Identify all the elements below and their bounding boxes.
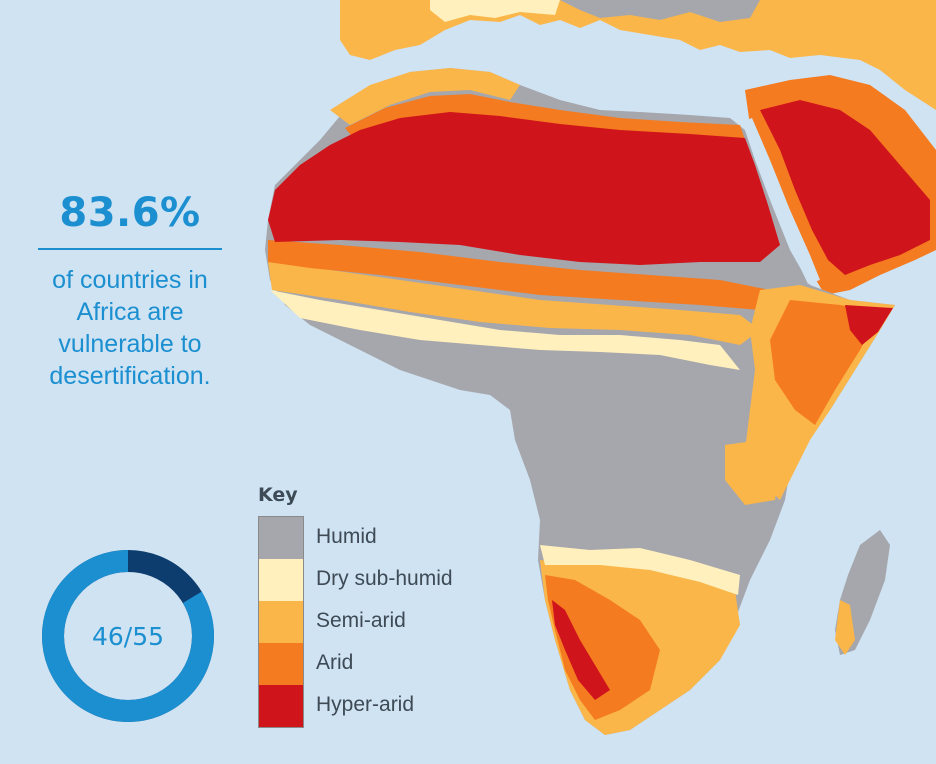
namib-hyperarid <box>552 600 610 700</box>
legend-label-arid: Arid <box>316 651 354 674</box>
sahel-dry <box>270 290 740 370</box>
legend-swatch-dry-sub-humid <box>259 559 303 601</box>
arabia-hyperarid <box>760 100 930 275</box>
percent-value: 83.6% <box>59 190 201 236</box>
legend-label-hyper-arid: Hyper-arid <box>316 693 415 716</box>
europe-land <box>340 0 936 110</box>
statistic-block: 83.6% of countries in Africa are vulnera… <box>30 190 230 392</box>
legend-swatch-hyper-arid <box>259 685 303 727</box>
desc-line-4: desertification. <box>49 362 211 390</box>
legend-swatch-semi-arid <box>259 601 303 643</box>
sahel-semiarid <box>268 262 760 345</box>
legend-label-dry-sub-humid: Dry sub-humid <box>316 567 453 590</box>
sahara-hyperarid <box>268 112 780 265</box>
south-arid <box>545 575 660 720</box>
statistic-description: of countries in Africa are vulnerable to… <box>30 264 230 392</box>
legend-swatch-arid <box>259 643 303 685</box>
east-semiarid <box>725 440 780 505</box>
donut-chart <box>42 550 214 722</box>
legend-swatches <box>258 516 304 728</box>
red-sea <box>742 118 820 284</box>
south-dry <box>540 545 740 595</box>
legend-title: Key <box>258 484 298 506</box>
europe-humid <box>560 0 760 22</box>
maghreb-semiarid <box>330 68 520 125</box>
desc-line-2: Africa are <box>76 298 184 326</box>
mediterranean <box>395 40 745 105</box>
madagascar-dry <box>835 600 855 655</box>
maghreb-arid <box>345 94 745 140</box>
divider <box>38 248 222 250</box>
sahel-arid <box>268 240 770 310</box>
legend-label-semi-arid: Semi-arid <box>316 609 406 632</box>
desc-line-3: vulnerable to <box>58 330 202 358</box>
donut-label: 46/55 <box>91 621 165 651</box>
desc-line-1: of countries in <box>52 266 208 294</box>
legend: Key Humid Dry sub-humid Semi-arid Arid H… <box>258 484 453 728</box>
horn-hyperarid <box>845 305 893 345</box>
europe-dry <box>430 0 560 22</box>
legend-label-humid: Humid <box>316 525 377 548</box>
donut-filled-ring <box>42 550 214 722</box>
legend-swatch-humid <box>259 517 303 559</box>
